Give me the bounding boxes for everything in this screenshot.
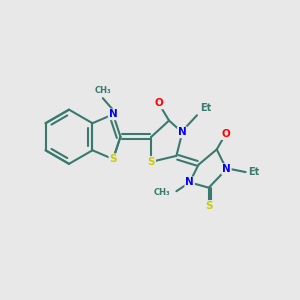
Text: O: O: [154, 98, 163, 109]
Text: O: O: [221, 129, 230, 139]
Text: N: N: [178, 127, 187, 137]
Text: CH₃: CH₃: [94, 85, 111, 94]
Text: S: S: [205, 201, 212, 211]
Text: Et: Et: [200, 103, 212, 113]
Text: N: N: [185, 177, 194, 188]
Text: S: S: [148, 157, 155, 167]
Text: S: S: [109, 154, 117, 164]
Text: N: N: [222, 164, 231, 174]
Text: CH₃: CH₃: [154, 188, 170, 197]
Text: Et: Et: [248, 167, 260, 177]
Text: N: N: [109, 110, 118, 119]
